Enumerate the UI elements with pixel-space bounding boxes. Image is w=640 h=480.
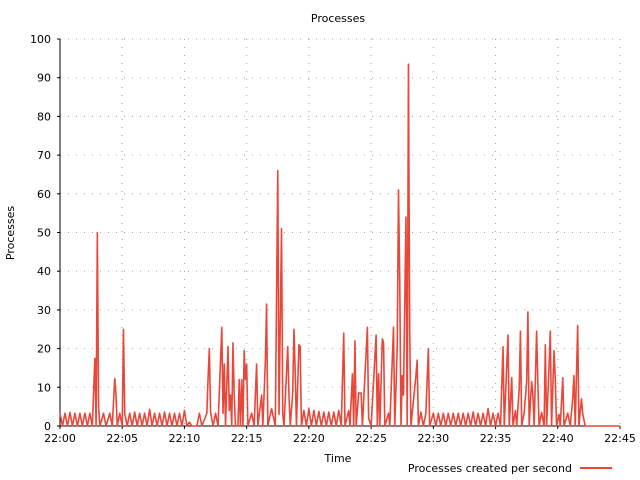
x-tick-label: 22:30	[417, 432, 449, 445]
y-tick-label: 20	[37, 343, 51, 356]
y-tick-label: 0	[44, 420, 51, 433]
y-tick-label: 60	[37, 188, 51, 201]
x-tick-label: 22:00	[44, 432, 76, 445]
y-tick-label: 10	[37, 381, 51, 394]
y-tick-label: 100	[30, 33, 51, 46]
x-axis-title: Time	[324, 452, 352, 465]
series	[59, 63, 620, 427]
y-tick-label: 80	[37, 110, 51, 123]
x-tick-label: 22:15	[231, 432, 263, 445]
x-tick-label: 22:40	[542, 432, 574, 445]
series-line-0	[59, 63, 620, 427]
chart-title: Processes	[311, 12, 365, 25]
x-tick-label: 22:10	[169, 432, 201, 445]
x-tick-label: 22:20	[293, 432, 325, 445]
y-tick-label: 70	[37, 149, 51, 162]
y-tick-label: 50	[37, 227, 51, 240]
y-axis-title: Processes	[4, 206, 17, 260]
axes: 0 10 20 30 40 50 60 70 80 90 100 22:00 22:05 22:10 22:…	[30, 33, 636, 445]
x-tick-label: 22:35	[480, 432, 512, 445]
x-tick-label: 22:45	[604, 432, 636, 445]
y-tick-label: 90	[37, 72, 51, 85]
legend: Processes created per second	[408, 462, 612, 475]
x-tick-label: 22:05	[106, 432, 138, 445]
grid	[60, 38, 621, 426]
x-tick-label: 22:25	[355, 432, 387, 445]
y-tick-label: 40	[37, 265, 51, 278]
legend-label: Processes created per second	[408, 462, 572, 475]
y-tick-label: 30	[37, 304, 51, 317]
